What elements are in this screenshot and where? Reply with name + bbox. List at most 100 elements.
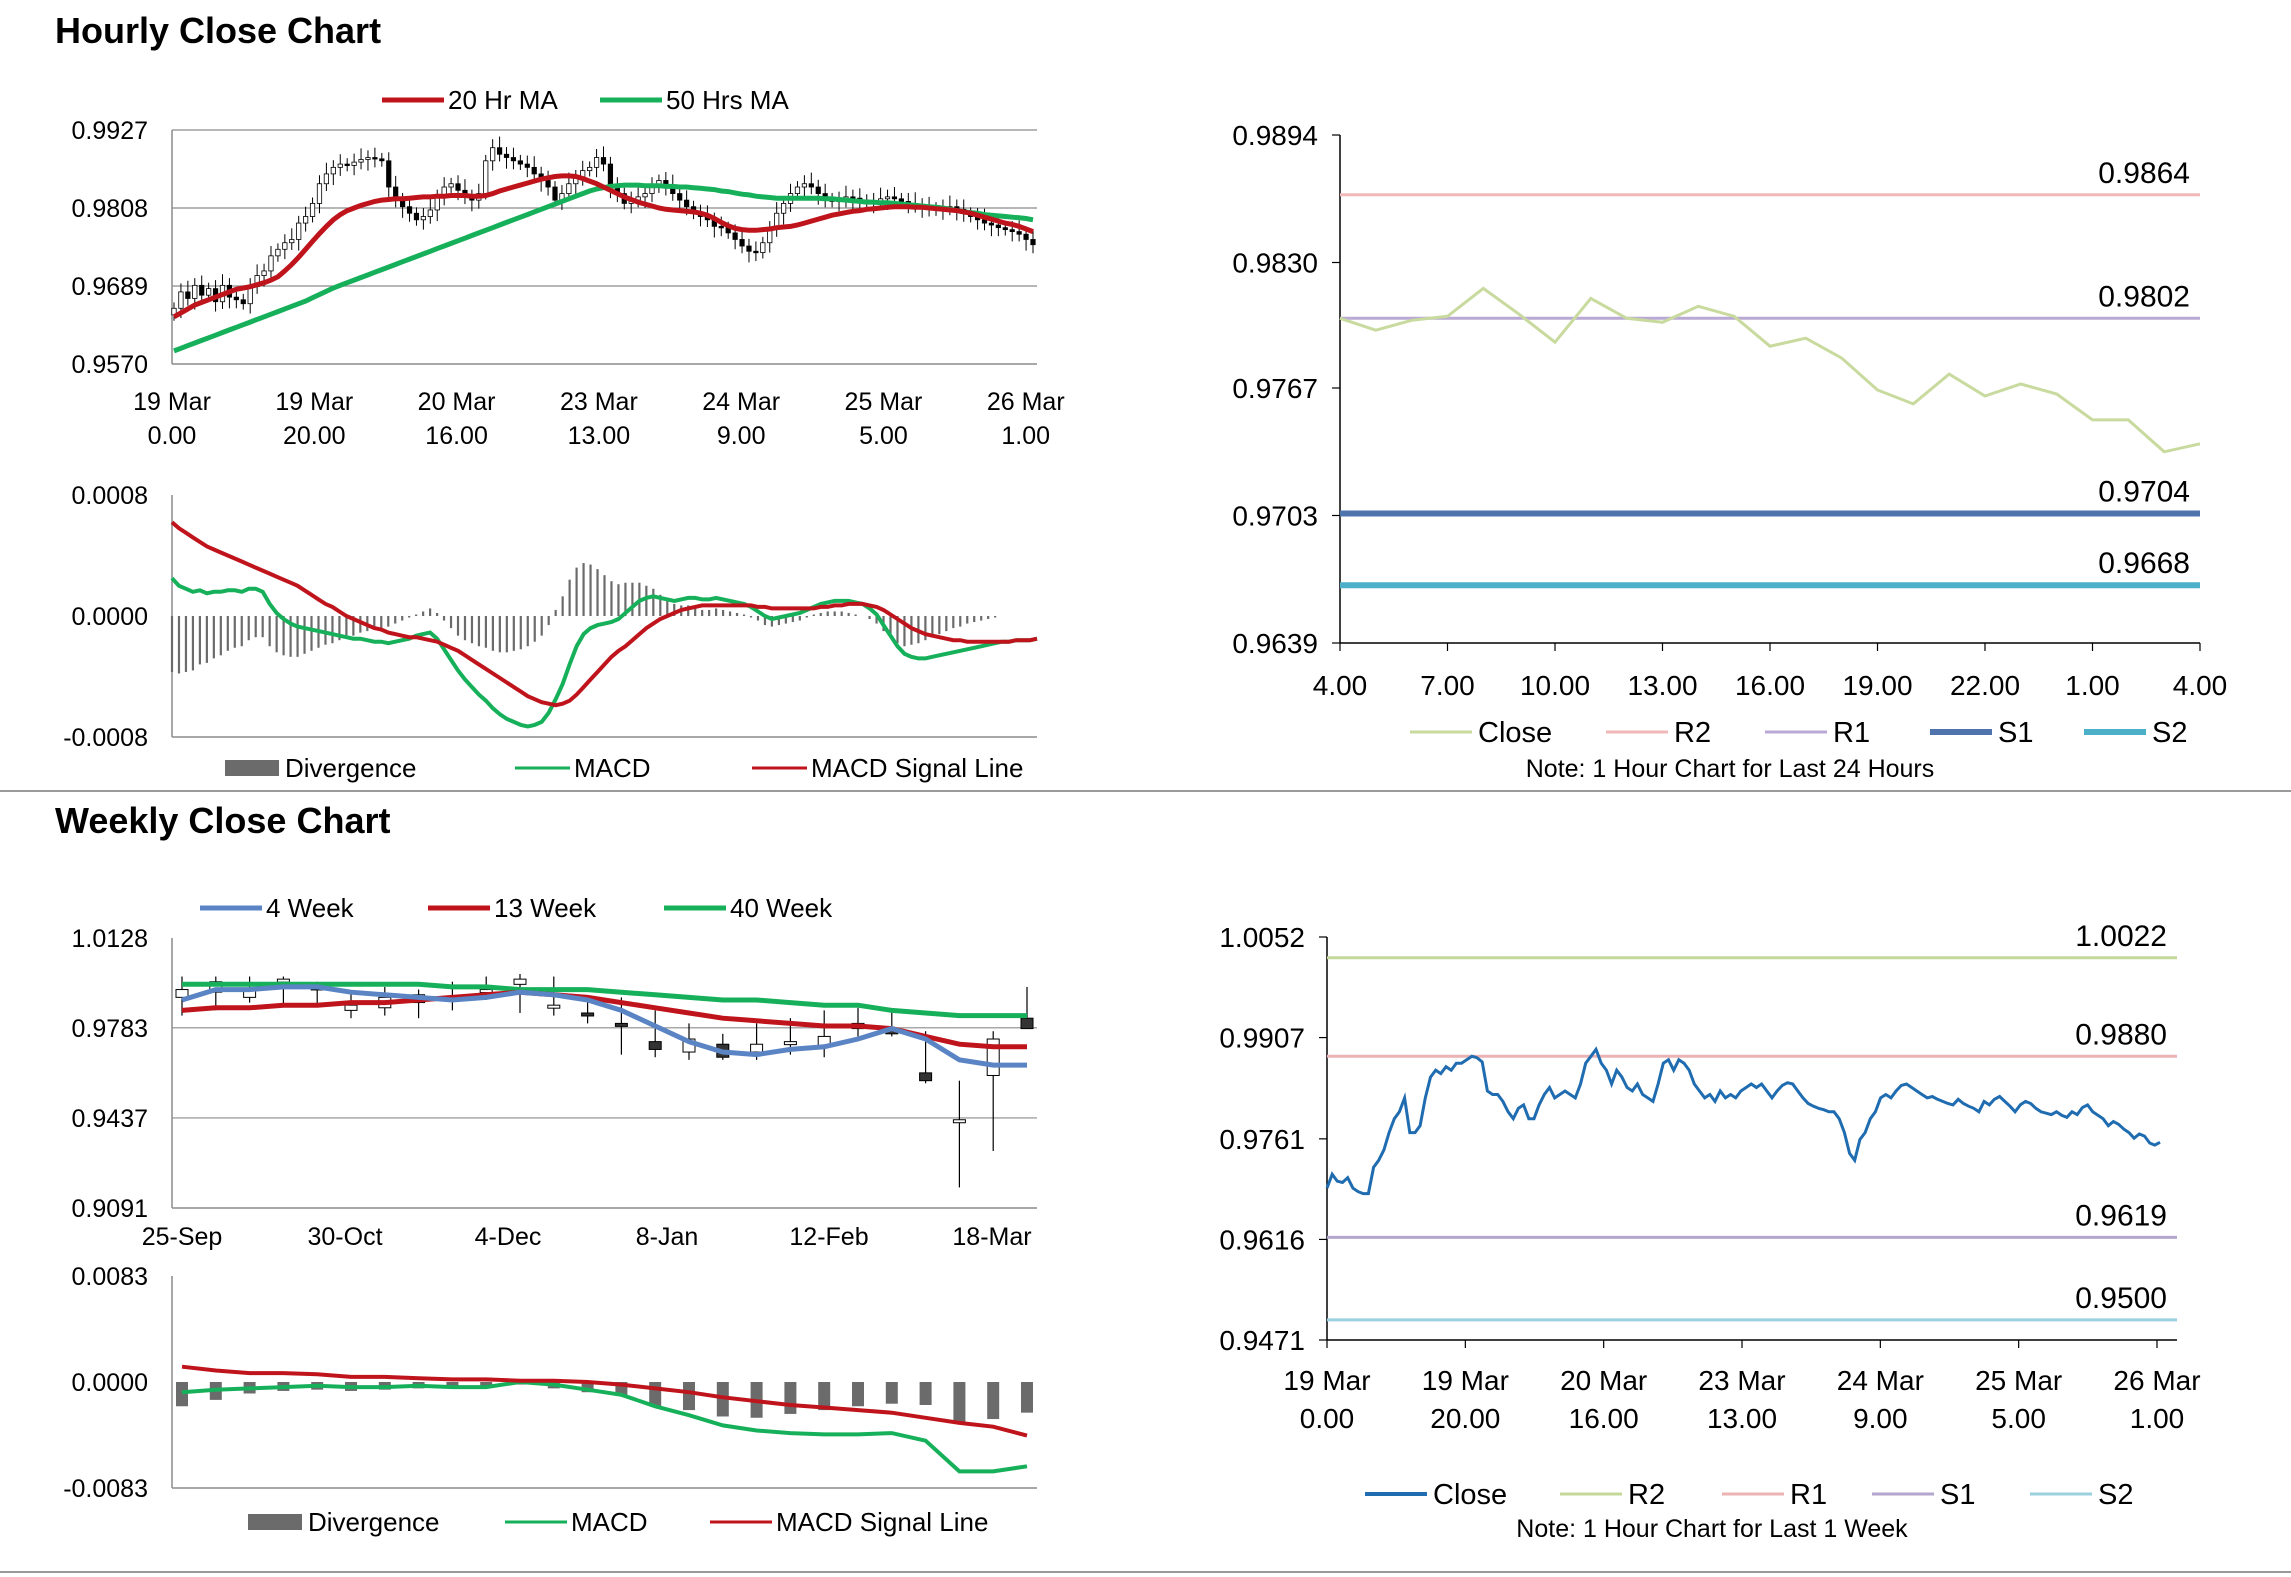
candle-body (344, 163, 350, 166)
candle-body (503, 153, 510, 158)
candle-body (178, 291, 184, 309)
y-tick-label: 0.9927 (72, 117, 148, 145)
x-tick-label: 13.00 (568, 422, 631, 450)
candle-body (524, 163, 530, 168)
legend-13-week-label: 13 Week (494, 893, 597, 923)
level-r1-label: 0.9802 (2098, 280, 2190, 313)
candle-body (199, 284, 205, 296)
x-tick-label: 16.00 (1735, 670, 1805, 701)
y-tick-label: 0.0008 (72, 482, 148, 510)
divergence-bar (683, 1382, 695, 1411)
x-tick-label: 16.00 (425, 422, 488, 450)
divergence-bar (953, 1382, 966, 1422)
level-s2-label: 0.9500 (2075, 1282, 2167, 1315)
candle-body (1020, 1017, 1034, 1030)
candle-body (607, 163, 614, 188)
candle-body (1009, 229, 1015, 232)
x-tick-label: 9.00 (1853, 1403, 1908, 1434)
x-tick-label: 1.00 (2065, 670, 2120, 701)
y-tick-label: 0.0083 (72, 1263, 148, 1291)
x-tick-label: 8-Jan (636, 1223, 699, 1251)
candle-body (233, 296, 239, 301)
legend-s1-label: S1 (1998, 717, 2033, 749)
y-tick-label: 0.9894 (1232, 120, 1318, 151)
weekly-section-title: Weekly Close Chart (55, 800, 391, 841)
x-tick-label: 19.00 (1842, 670, 1912, 701)
y-tick-label: 0.9830 (1232, 247, 1318, 278)
x-tick-label: 5.00 (1991, 1403, 2046, 1434)
x-tick-label: 20 Mar (418, 388, 496, 416)
candle-body (413, 212, 420, 221)
hourly-candlestick-chart: 0.9927 0.9808 0.9689 0.9570 19 Mar 0.00 19 Mar… (72, 85, 1065, 450)
x-tick-label: 20 Mar (1560, 1365, 1647, 1396)
candle-body (545, 180, 551, 188)
divergence-bar (852, 1382, 864, 1407)
candle-body (358, 159, 364, 163)
macd-line (170, 576, 1038, 729)
candle-body (365, 157, 371, 160)
candle-body (587, 166, 593, 172)
legend-s2-label: S2 (2152, 717, 2187, 749)
x-tick-label: 10.00 (1520, 670, 1590, 701)
candle-body (884, 196, 891, 200)
legend-s1-label: S1 (1940, 1479, 1975, 1511)
legend-divergence-swatch (225, 760, 279, 776)
ma-13-week-line (181, 989, 1027, 1050)
candle-body (919, 1072, 933, 1082)
candle-body (275, 248, 281, 257)
candle-body (309, 203, 316, 217)
legend-ma20-label: 20 Hr MA (448, 85, 558, 115)
legend-signal-label: MACD Signal Line (811, 753, 1023, 783)
y-tick-label: 0.9570 (72, 351, 148, 379)
x-tick-label: 24 Mar (702, 388, 780, 416)
divergence-bar (818, 1382, 831, 1411)
candle-body (351, 161, 357, 166)
macd-signal-line (181, 1364, 1028, 1438)
candle-body (206, 288, 212, 296)
y-tick-label: 0.9808 (72, 195, 148, 223)
chart-note: Note: 1 Hour Chart for Last 24 Hours (1526, 755, 1935, 783)
candle-body (677, 193, 683, 201)
candle-body (718, 225, 724, 229)
y-tick-label: 0.9907 (1219, 1023, 1305, 1054)
divergence-bar (176, 1382, 188, 1407)
candle-body (781, 203, 787, 214)
x-tick-label: 19 Mar (1422, 1365, 1509, 1396)
candle-body (995, 224, 1001, 229)
y-tick-label: 0.9437 (72, 1105, 148, 1133)
y-tick-label: 0.9689 (72, 273, 148, 301)
candle-body (268, 255, 274, 272)
x-tick-label: 24 Mar (1837, 1365, 1924, 1396)
x-tick-label: 23 Mar (1698, 1365, 1785, 1396)
ma-4-week-line (181, 984, 1027, 1068)
candle-body (898, 198, 904, 202)
level-r2-label: 0.9864 (2098, 157, 2190, 190)
y-tick-label: 0.0000 (72, 603, 148, 631)
candle-body (1023, 233, 1029, 240)
candle-body (510, 157, 517, 162)
candle-body (981, 219, 988, 224)
candle-body (379, 158, 385, 162)
legend-40-week-label: 40 Week (730, 893, 833, 923)
candle-body (750, 1043, 764, 1053)
level-s2-label: 0.9668 (2098, 547, 2190, 580)
legend-divergence-label: Divergence (308, 1507, 440, 1537)
x-tick-label: 25 Mar (1975, 1365, 2062, 1396)
x-tick-label: 22.00 (1950, 670, 2020, 701)
candle-body (614, 1022, 628, 1027)
level-r1-label: 0.9880 (2075, 1018, 2167, 1051)
x-tick-label: 1.00 (1001, 422, 1050, 450)
candle-body (323, 173, 330, 185)
divergence-bar (649, 1382, 662, 1407)
x-tick-label: 16.00 (1569, 1403, 1639, 1434)
y-tick-label: 0.9639 (1232, 628, 1318, 659)
divergence-bar (885, 1382, 898, 1404)
x-tick-label: 19 Mar (133, 388, 211, 416)
x-tick-label: 18-Mar (952, 1223, 1031, 1251)
candle-body (760, 242, 766, 253)
x-tick-label: 25-Sep (142, 1223, 223, 1251)
candle-body (581, 1012, 595, 1017)
candle-body (296, 222, 302, 240)
close-line (1339, 286, 2201, 454)
x-tick-label: 20.00 (283, 422, 346, 450)
